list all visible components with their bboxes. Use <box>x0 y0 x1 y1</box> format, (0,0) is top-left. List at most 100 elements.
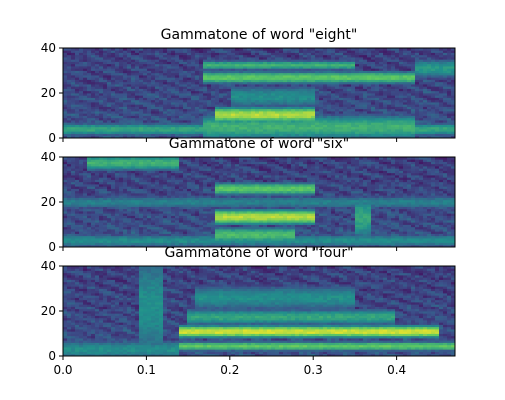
heatmap-cell <box>199 108 204 112</box>
heatmap-cell <box>63 166 68 169</box>
heatmap-cell <box>71 217 76 221</box>
heatmap-cell <box>195 57 200 60</box>
heatmap-cell <box>379 72 384 76</box>
heatmap-cell <box>151 157 156 160</box>
heatmap-cell <box>259 113 264 116</box>
heatmap-cell <box>247 108 252 112</box>
heatmap-cell <box>67 163 72 167</box>
heatmap-cell <box>167 108 172 112</box>
heatmap-cell <box>231 59 236 62</box>
heatmap-cell <box>87 54 92 58</box>
heatmap-cell <box>115 211 120 214</box>
heatmap-cell <box>271 131 276 134</box>
heatmap-cell <box>347 88 352 92</box>
heatmap-cell <box>355 79 360 83</box>
heatmap-cell <box>299 68 304 71</box>
heatmap-cell <box>307 77 312 80</box>
heatmap-cell <box>67 66 72 69</box>
heatmap-cell <box>159 75 164 78</box>
heatmap-cell <box>139 157 144 160</box>
heatmap-cell <box>127 224 132 228</box>
heatmap-cell <box>199 99 204 103</box>
heatmap-cell <box>79 166 84 169</box>
heatmap-cell <box>203 124 208 128</box>
heatmap-cell <box>71 220 76 223</box>
heatmap-cell <box>283 79 288 83</box>
heatmap-cell <box>307 115 312 119</box>
heatmap-cell <box>383 104 388 107</box>
heatmap-cell <box>279 124 284 128</box>
heatmap-cell <box>435 52 440 56</box>
heatmap-cell <box>123 102 128 105</box>
heatmap-cell <box>127 129 132 132</box>
heatmap-cell <box>227 111 232 114</box>
heatmap-cell <box>111 172 116 176</box>
heatmap-cell <box>375 72 380 76</box>
heatmap-cell <box>163 52 168 56</box>
heatmap-cell <box>83 129 88 132</box>
heatmap-cell <box>147 208 152 212</box>
heatmap-cell <box>151 133 156 137</box>
heatmap-cell <box>83 233 88 237</box>
heatmap-cell <box>127 59 132 62</box>
heatmap-cell <box>99 84 104 87</box>
heatmap-cell <box>271 70 276 74</box>
heatmap-cell <box>367 84 372 87</box>
heatmap-cell <box>199 129 204 132</box>
heatmap-cell <box>95 117 100 121</box>
heatmap-cell <box>103 213 108 216</box>
heatmap-cell <box>111 215 116 219</box>
heatmap-cell <box>107 242 112 246</box>
heatmap-cell <box>215 84 220 87</box>
heatmap-cell <box>203 75 208 78</box>
heatmap-cell <box>107 161 112 165</box>
heatmap-cell <box>267 104 272 107</box>
heatmap-cell <box>295 120 300 123</box>
heatmap-cell <box>259 131 264 134</box>
heatmap-cell <box>71 135 76 139</box>
heatmap-cell <box>63 75 68 78</box>
heatmap-cell <box>139 244 144 248</box>
heatmap-cell <box>295 79 300 83</box>
heatmap-cell <box>447 90 452 94</box>
heatmap-cell <box>423 102 428 105</box>
heatmap-cell <box>415 135 420 139</box>
heatmap-cell <box>155 93 160 96</box>
heatmap-cell <box>139 59 144 62</box>
heatmap-cell <box>115 231 120 234</box>
heatmap-cell <box>215 126 220 130</box>
heatmap-cell <box>147 242 152 246</box>
heatmap-cell <box>119 104 124 107</box>
heatmap-cell <box>279 79 284 83</box>
heatmap-cell <box>411 79 416 83</box>
heatmap-cell <box>255 95 260 98</box>
heatmap-cell <box>123 113 128 116</box>
heatmap-cell <box>335 99 340 103</box>
heatmap-cell <box>179 131 184 134</box>
heatmap-cell <box>291 117 296 121</box>
heatmap-cell <box>127 52 132 56</box>
heatmap-cell <box>163 88 168 92</box>
heatmap-cell <box>439 52 444 56</box>
heatmap-cell <box>95 75 100 78</box>
heatmap-cell <box>347 99 352 103</box>
heatmap-cell <box>243 63 248 67</box>
heatmap-cell <box>115 131 120 134</box>
heatmap-cell <box>143 238 148 241</box>
heatmap-cell <box>219 48 224 51</box>
heatmap-cell <box>219 70 224 74</box>
heatmap-cell <box>147 133 152 137</box>
heatmap-cell <box>103 199 108 203</box>
heatmap-cell <box>87 181 92 185</box>
heatmap-cell <box>135 59 140 62</box>
heatmap-cell <box>159 199 164 203</box>
heatmap-cell <box>151 208 156 212</box>
heatmap-cell <box>155 66 160 69</box>
heatmap-cell <box>447 84 452 87</box>
heatmap-cell <box>111 131 116 134</box>
heatmap-cell <box>219 66 224 69</box>
heatmap-cell <box>387 61 392 65</box>
heatmap-cell <box>335 106 340 110</box>
heatmap-cell <box>107 81 112 85</box>
heatmap-cell <box>115 50 120 53</box>
